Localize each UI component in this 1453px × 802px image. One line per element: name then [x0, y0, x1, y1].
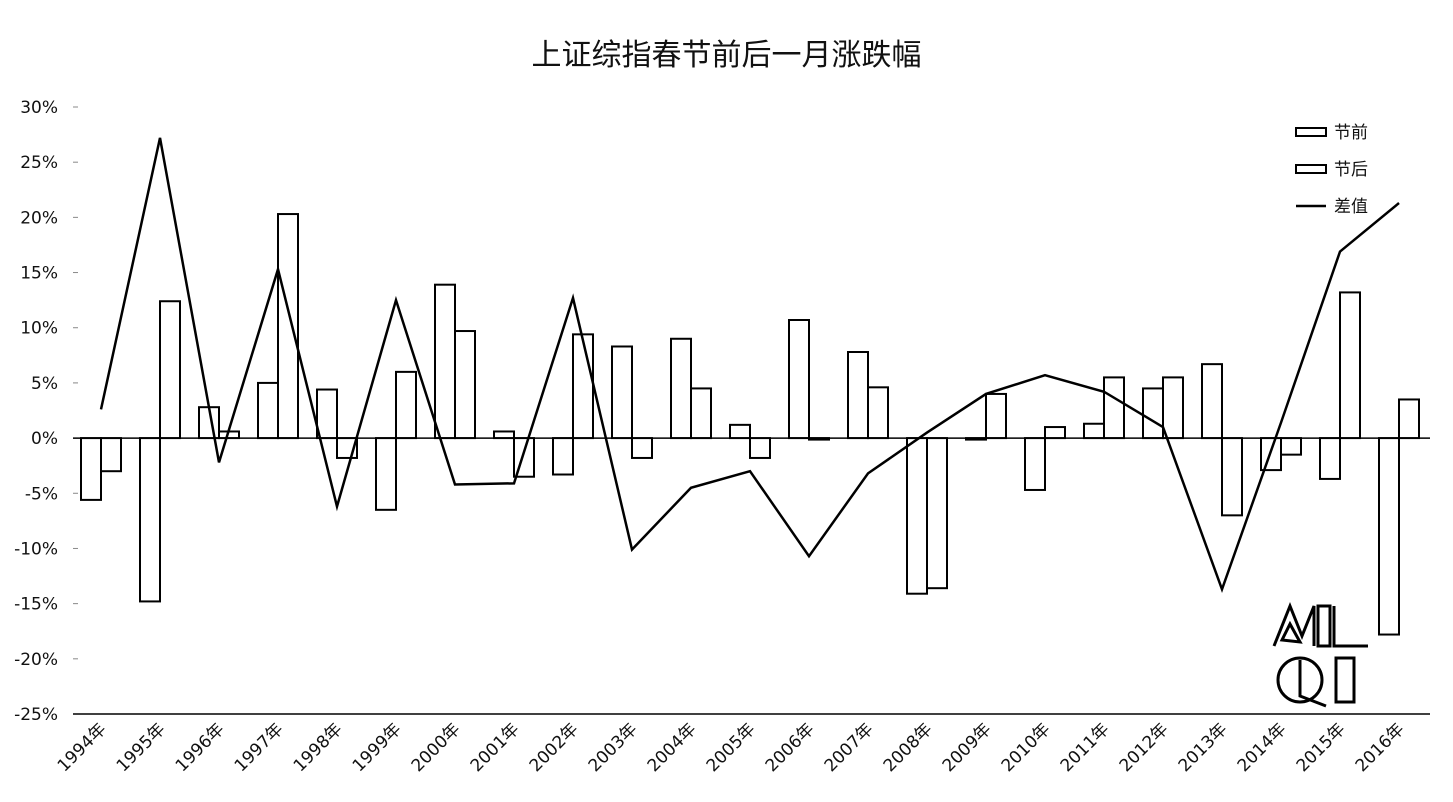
bar-before [80, 437, 102, 501]
x-tick-label: 2016年 [1352, 719, 1409, 776]
y-tick-label: -25% [14, 705, 58, 725]
y-tick-label: 5% [31, 374, 58, 394]
y-tick-label: 15% [20, 264, 58, 284]
bar-after [1103, 376, 1125, 440]
x-tick-label: 2015年 [1293, 719, 1350, 776]
bar-after [1339, 291, 1361, 440]
bar-before [1024, 437, 1046, 491]
bar-before [1378, 437, 1400, 636]
bar-before [729, 423, 751, 440]
y-tick-label: 10% [20, 319, 58, 339]
y-tick-label: -10% [14, 539, 58, 559]
x-tick-label: 1998年 [290, 719, 347, 776]
watermark-logo [1272, 601, 1368, 708]
bar-after [690, 387, 712, 440]
bar-after [926, 437, 948, 590]
bar-before [552, 437, 574, 476]
x-tick-label: 2008年 [880, 719, 937, 776]
bar-before [670, 337, 692, 440]
bar-before [1142, 387, 1164, 440]
bar-after [1162, 376, 1184, 440]
y-tick-label: 25% [20, 153, 58, 173]
y-tick-label: 30% [20, 98, 58, 118]
bar-before [1083, 422, 1105, 440]
bar-before [316, 388, 338, 440]
bar-after [1280, 437, 1302, 456]
difference-line-group [99, 137, 1400, 593]
x-tick-label: 2003年 [585, 719, 642, 776]
x-tick-label: 2010年 [998, 719, 1055, 776]
x-tick-label: 2004年 [644, 719, 701, 776]
y-tick-label: 0% [31, 429, 58, 449]
bar-before [434, 283, 456, 440]
x-tick-label: 1996年 [172, 719, 229, 776]
zero-axis [73, 437, 1430, 715]
x-tick-label: 2012年 [1116, 719, 1173, 776]
x-tick-label: 2005年 [703, 719, 760, 776]
legend-swatch-bar [1295, 164, 1327, 174]
bar-before [1319, 437, 1341, 480]
bar-after [277, 213, 299, 440]
bar-before [611, 345, 633, 440]
bar-after [1221, 437, 1243, 517]
bar-before [906, 437, 928, 595]
bar-after [985, 392, 1007, 440]
bar-before [139, 437, 161, 603]
y-tick-label: -5% [25, 484, 58, 504]
legend-label: 差值 [1334, 197, 1368, 217]
y-axis: 30% 25% 20% 15% 10% 5% 0% -5% -10% -15% -20% -25% [14, 98, 78, 725]
bar-after [749, 437, 771, 459]
bar-after [1398, 398, 1420, 440]
bar-before [375, 437, 397, 511]
bar-before [1201, 363, 1223, 440]
x-tick-label: 2011年 [1057, 719, 1114, 776]
x-tick-label: 2014年 [1234, 719, 1291, 776]
chart-title: 上证综指春节前后一月涨跌幅 [531, 38, 922, 73]
legend-label: 节前 [1334, 123, 1368, 143]
y-tick-label: -15% [14, 595, 58, 615]
bars-group [80, 213, 1420, 636]
x-tick-label: 1997年 [231, 719, 288, 776]
bar-after [631, 437, 653, 459]
x-tick-label: 2009年 [939, 719, 996, 776]
x-tick-label: 2002年 [526, 719, 583, 776]
x-tick-label: 1999年 [349, 719, 406, 776]
x-tick-label: 2006年 [762, 719, 819, 776]
y-tick-label: 20% [20, 208, 58, 228]
bar-after [1044, 426, 1066, 440]
bar-after [572, 333, 594, 440]
x-tick-label: 2000年 [408, 719, 465, 776]
x-tick-label: 1994年 [54, 719, 111, 776]
legend-label: 节后 [1334, 160, 1368, 180]
bar-before [788, 319, 810, 440]
bar-before [493, 430, 515, 440]
y-tick-label: -20% [14, 650, 58, 670]
bar-after [867, 386, 889, 440]
x-tick-label: 1995年 [113, 719, 170, 776]
bar-after [100, 437, 122, 473]
bar-before [847, 351, 869, 440]
bar-after [454, 330, 476, 440]
x-axis: 1994年 1995年 1996年 1997年 1998年 1999年 2000年 2001年… [54, 719, 1409, 776]
x-tick-label: 2013年 [1175, 719, 1232, 776]
bar-after [159, 300, 181, 440]
legend-swatch-bar [1295, 127, 1327, 137]
x-tick-label: 2001年 [467, 719, 524, 776]
x-tick-label: 2007年 [821, 719, 878, 776]
bar-after [395, 370, 417, 440]
bar-before [257, 381, 279, 440]
